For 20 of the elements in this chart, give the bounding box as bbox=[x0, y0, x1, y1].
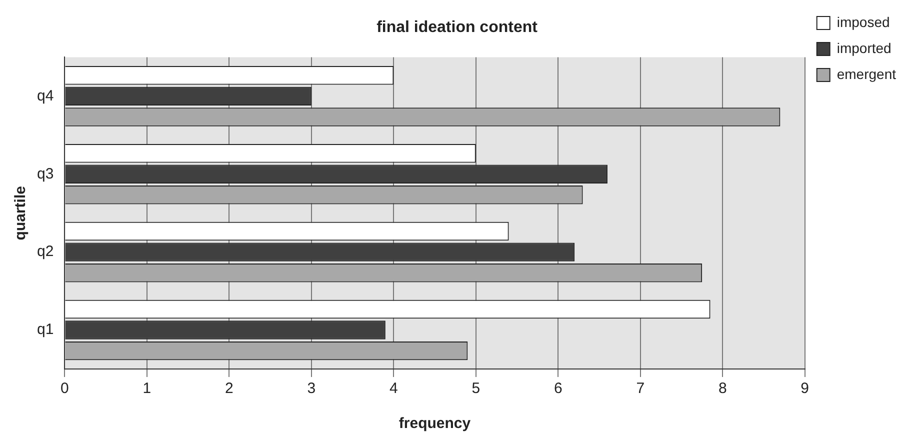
x-tick-label: 5 bbox=[472, 380, 480, 398]
y-axis-title: quartile bbox=[12, 186, 30, 240]
y-tick-label: q4 bbox=[36, 87, 54, 104]
y-tick-label: q2 bbox=[36, 243, 54, 260]
legend-label: emergent bbox=[836, 66, 896, 82]
x-tick-label: 2 bbox=[224, 380, 234, 398]
x-tick-label: 0 bbox=[60, 380, 69, 398]
x-axis-title: frequency bbox=[398, 415, 472, 432]
x-tick-label: 6 bbox=[554, 380, 562, 398]
chart-title: final ideation content bbox=[376, 19, 538, 36]
legend-label: imposed bbox=[836, 14, 890, 30]
y-tick-label: q1 bbox=[36, 321, 54, 338]
x-tick-label: 9 bbox=[800, 380, 810, 398]
x-tick-label: 8 bbox=[718, 380, 727, 398]
x-tick-label: 4 bbox=[389, 380, 398, 398]
x-tick-label: 7 bbox=[636, 380, 645, 398]
x-tick-label: 3 bbox=[307, 380, 316, 398]
x-tick-label: 1 bbox=[142, 380, 152, 398]
y-tick-label: q3 bbox=[36, 165, 54, 182]
legend-label: imported bbox=[836, 40, 892, 56]
